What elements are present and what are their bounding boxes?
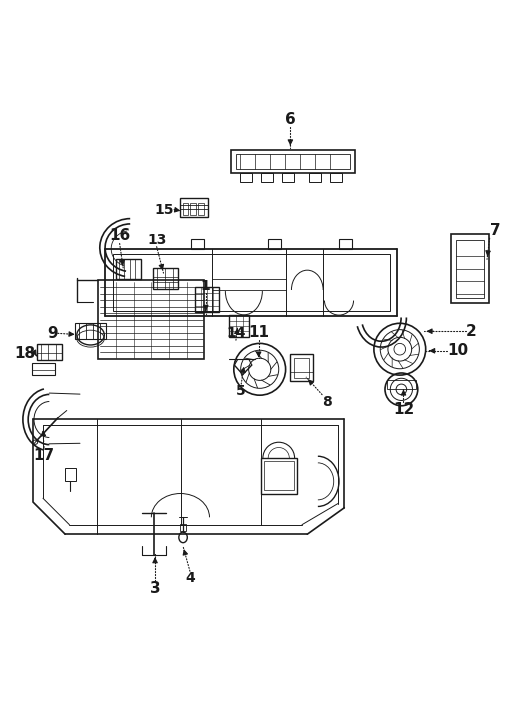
Bar bbox=[236, 154, 350, 169]
Bar bbox=[264, 461, 294, 491]
Text: 4: 4 bbox=[185, 571, 195, 585]
Text: 9: 9 bbox=[47, 326, 58, 341]
Bar bbox=[195, 287, 219, 312]
Bar bbox=[32, 363, 55, 375]
Bar bbox=[116, 259, 142, 280]
Bar bbox=[229, 315, 249, 336]
Bar bbox=[261, 173, 273, 182]
Bar bbox=[339, 240, 352, 249]
Text: 3: 3 bbox=[150, 581, 161, 596]
Bar bbox=[451, 234, 489, 303]
Text: 15: 15 bbox=[155, 202, 174, 217]
Text: 17: 17 bbox=[33, 448, 55, 462]
Bar bbox=[386, 380, 416, 389]
Bar bbox=[113, 254, 390, 311]
Bar bbox=[268, 240, 281, 249]
Bar bbox=[190, 203, 196, 215]
Text: 8: 8 bbox=[322, 395, 332, 408]
Text: 1: 1 bbox=[201, 279, 210, 293]
Bar bbox=[456, 240, 484, 298]
Bar bbox=[65, 468, 76, 481]
Bar bbox=[309, 173, 321, 182]
Text: 6: 6 bbox=[285, 112, 296, 127]
Bar bbox=[282, 173, 294, 182]
Bar bbox=[240, 173, 252, 182]
Bar bbox=[198, 203, 204, 215]
Text: 16: 16 bbox=[109, 229, 130, 243]
Text: 18: 18 bbox=[14, 346, 35, 361]
Bar bbox=[231, 151, 355, 173]
Text: 7: 7 bbox=[490, 223, 500, 238]
Text: 13: 13 bbox=[147, 233, 166, 247]
Bar bbox=[191, 240, 204, 249]
Bar bbox=[180, 198, 208, 217]
Text: 2: 2 bbox=[466, 324, 476, 339]
Text: 5: 5 bbox=[236, 384, 246, 398]
Bar bbox=[99, 280, 204, 359]
Text: 10: 10 bbox=[447, 344, 469, 358]
Text: 14: 14 bbox=[226, 326, 246, 340]
Bar bbox=[180, 524, 186, 531]
Bar bbox=[330, 173, 342, 182]
Bar bbox=[75, 323, 107, 339]
Bar bbox=[261, 458, 297, 494]
Bar bbox=[153, 268, 178, 289]
Bar bbox=[37, 344, 62, 360]
Text: 12: 12 bbox=[393, 402, 414, 417]
Bar bbox=[182, 203, 188, 215]
Text: 11: 11 bbox=[248, 325, 269, 340]
Bar bbox=[294, 357, 310, 378]
Bar bbox=[290, 355, 313, 381]
